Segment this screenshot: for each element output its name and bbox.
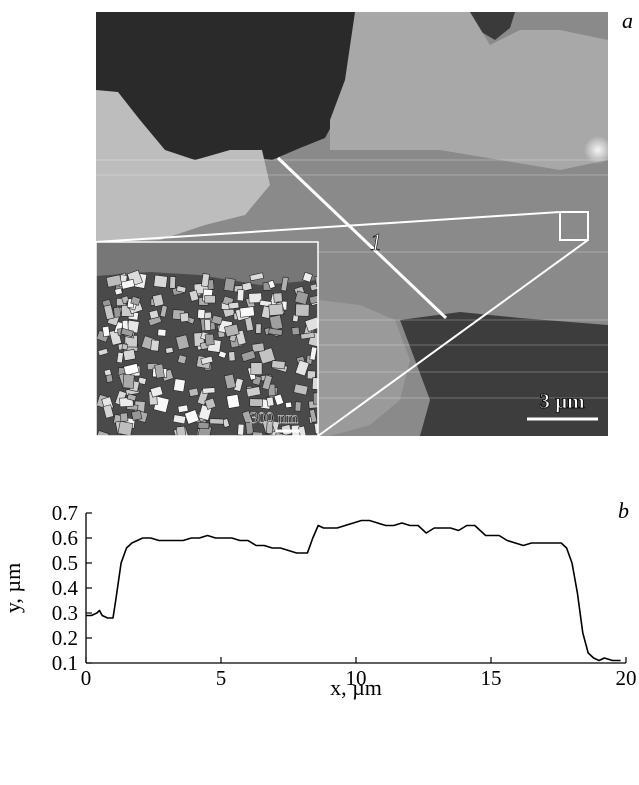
- y-axis-label: y, µm: [0, 563, 25, 613]
- zoom-connector-bottom: [317, 239, 589, 437]
- profile-line-1: [276, 156, 448, 320]
- x-ticks: 0 5 10 15 20: [81, 657, 637, 690]
- x-tick-label: 10: [346, 666, 367, 690]
- series-layer: [86, 519, 621, 662]
- y-tick-label: 0.3: [52, 601, 78, 625]
- zoom-region-box: [559, 211, 589, 241]
- height-profile-chart: 0 5 10 15 20 0.10.20.30.40.50.60.7 x, µm y, …: [0, 501, 637, 700]
- x-axis-label: x, µm: [330, 675, 382, 700]
- afm-image-panel: 1 300 nm 3 µm: [95, 12, 608, 437]
- y-tick-label: 0.4: [52, 576, 79, 600]
- inset-scale-label: 300 nm: [250, 410, 299, 427]
- zoom-connector-top: [95, 211, 561, 243]
- x-tick-label: 0: [81, 666, 92, 690]
- profile-series-line: [86, 519, 621, 662]
- y-tick-label: 0.1: [52, 651, 78, 675]
- y-ticks: 0.10.20.30.40.50.60.7: [52, 501, 92, 675]
- profile-line-label: 1: [370, 230, 382, 256]
- plot-area-frame: [86, 513, 626, 663]
- x-tick-label: 20: [616, 666, 637, 690]
- x-tick-label: 15: [481, 666, 502, 690]
- y-tick-label: 0.7: [52, 501, 78, 525]
- panel-letter-b: b: [618, 498, 629, 523]
- y-tick-label: 0.5: [52, 551, 78, 575]
- panel-letter-a: a: [622, 8, 633, 33]
- main-scale-label: 3 µm: [539, 389, 585, 413]
- y-tick-label: 0.2: [52, 626, 78, 650]
- x-tick-label: 5: [216, 666, 227, 690]
- inset-scale-bar: 300 nm: [250, 410, 300, 433]
- y-tick-label: 0.6: [52, 526, 78, 550]
- main-scale-bar: 3 µm: [527, 389, 598, 421]
